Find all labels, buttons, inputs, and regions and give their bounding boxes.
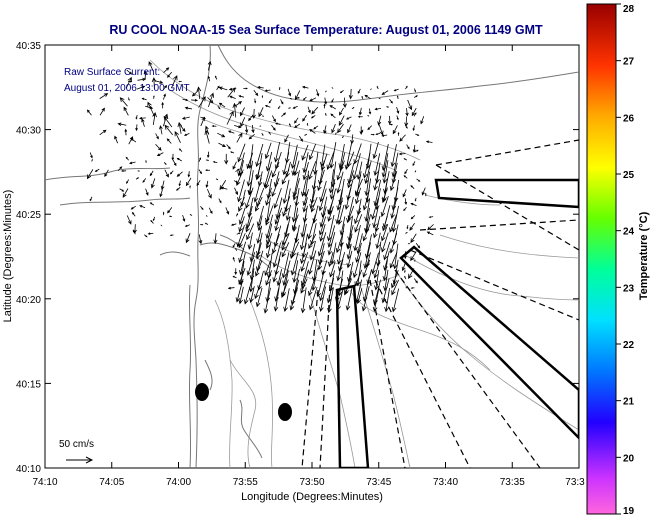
x-tick-label: 73:3 [565,477,585,488]
y-tick-label: 40:15 [16,379,41,390]
colorbar-tick-label: 23 [623,283,635,294]
x-tick-label: 74:00 [166,477,191,488]
current-vector [161,225,162,226]
x-tick-label: 73:55 [233,477,258,488]
current-vector [406,287,407,288]
current-vector [262,96,263,98]
x-tick-label: 73:40 [433,477,458,488]
x-tick-label: 73:50 [299,477,324,488]
annotation-line-2: August 01, 2006 13:00 GMT [64,83,190,94]
y-tick-label: 40:10 [16,464,41,475]
colorbar [587,4,616,514]
colorbar-tick-label: 25 [623,170,635,181]
colorbar-tick-label: 28 [623,4,635,15]
colorbar-tick-label: 20 [623,453,635,464]
current-vector [179,81,181,82]
annotation-line-1: Raw Surface Current: [64,67,160,78]
x-tick-label: 73:35 [500,477,525,488]
scale-label: 50 cm/s [59,439,94,450]
y-axis-label: Latitude (Degrees:Minutes) [2,190,14,323]
colorbar-tick-label: 21 [623,397,635,408]
x-tick-label: 73:45 [366,477,391,488]
current-vector [415,259,416,261]
y-tick-label: 40:20 [16,295,41,306]
station-marker [278,403,292,421]
colorbar-tick-label: 22 [623,340,635,351]
y-tick-label: 40:30 [16,126,41,137]
current-vector [332,88,333,89]
current-vector [146,161,147,163]
current-vector [425,194,426,197]
colorbar-ticks: 28 27 26 25 24 23 22 21 20 19 [616,4,635,517]
current-vector [190,186,191,188]
current-vector [297,98,299,99]
y-tick-label: 40:35 [16,41,41,52]
colorbar-tick-label: 24 [623,227,635,238]
colorbar-tick-label: 19 [623,506,635,517]
current-vector [200,224,202,225]
map-title: RU COOL NOAA-15 Sea Surface Temperature:… [109,23,543,37]
colorbar-tick-label: 27 [623,57,635,68]
x-tick-label: 74:05 [99,477,124,488]
colorbar-label: Temperature (°C) [638,211,650,300]
x-tick-label: 74:10 [32,477,57,488]
current-vector [326,91,327,92]
station-marker [195,383,209,401]
x-axis-label: Longitude (Degrees:Minutes) [241,491,383,503]
y-tick-label: 40:25 [16,210,41,221]
colorbar-tick-label: 26 [623,113,635,124]
